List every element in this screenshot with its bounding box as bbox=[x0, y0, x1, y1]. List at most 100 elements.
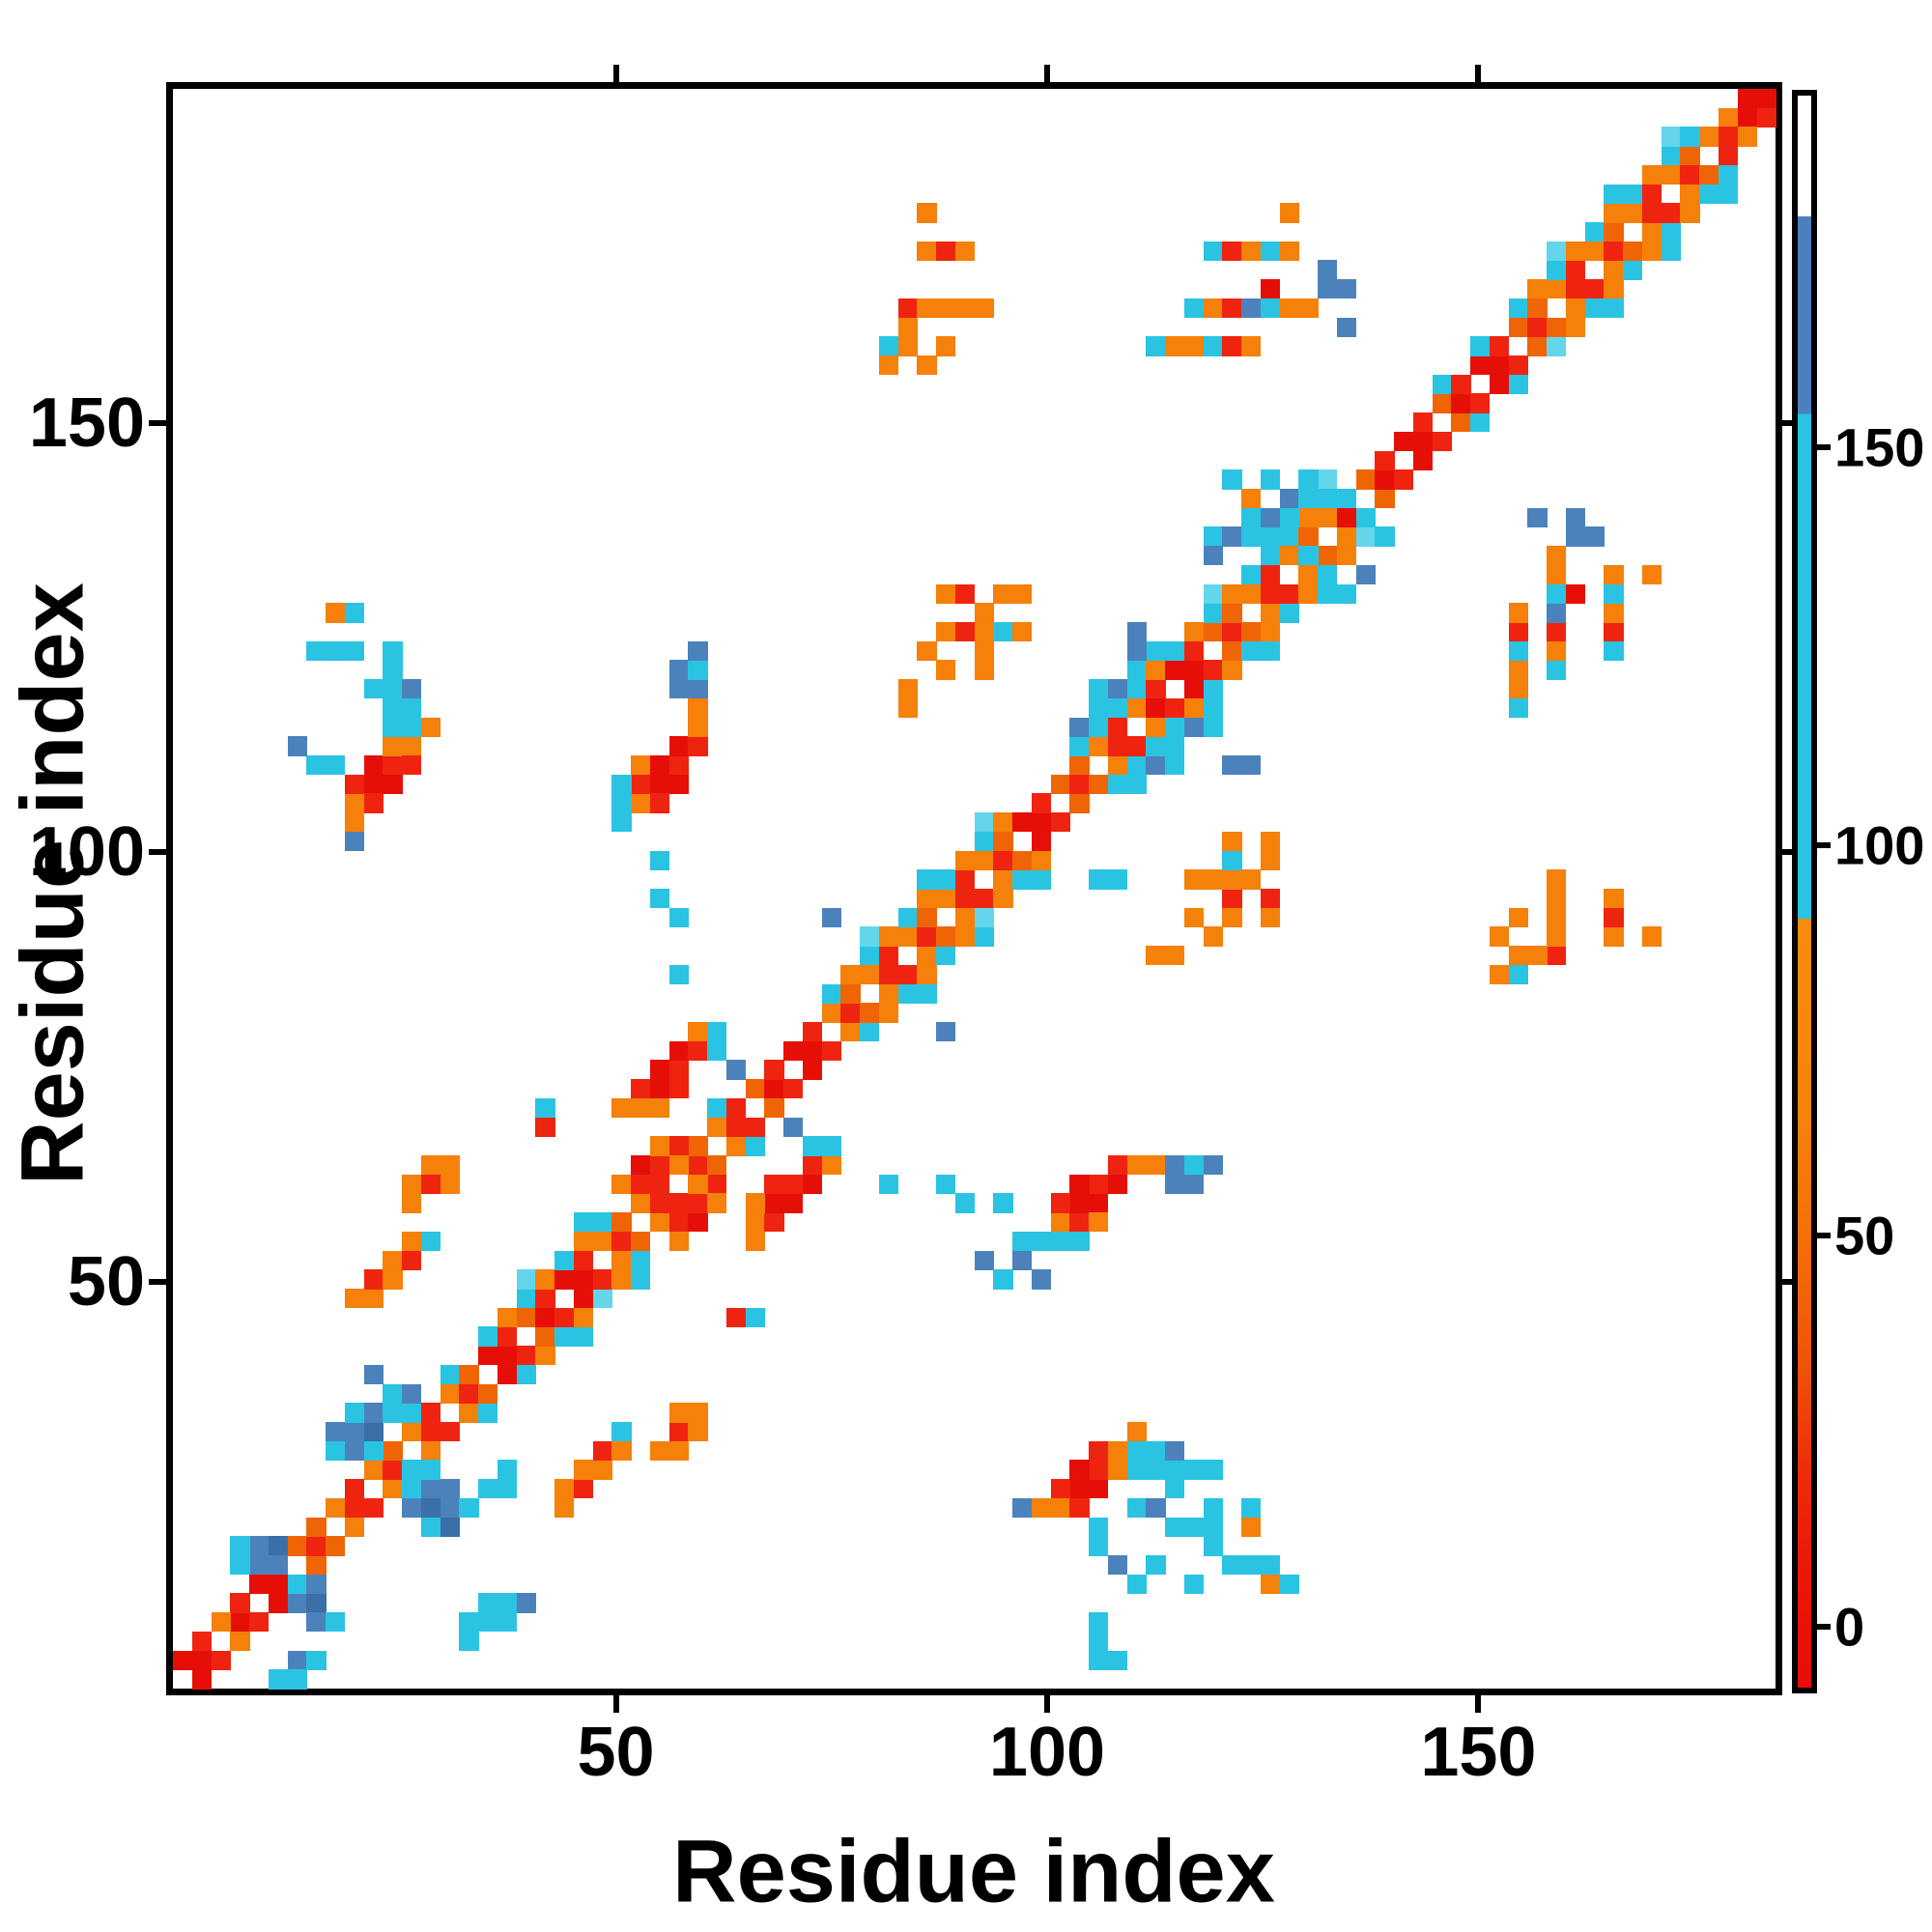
contact-cell bbox=[1508, 603, 1528, 623]
contact-cell bbox=[1604, 907, 1624, 928]
contact-cell bbox=[459, 1403, 479, 1423]
contact-cell bbox=[1012, 850, 1033, 870]
contact-cell bbox=[688, 1155, 708, 1176]
contact-cell bbox=[1069, 1460, 1090, 1480]
contact-cell bbox=[764, 1193, 784, 1213]
contact-cell bbox=[1126, 697, 1147, 719]
contact-cell bbox=[1183, 660, 1205, 680]
contact-cell bbox=[1451, 393, 1471, 413]
contact-cell bbox=[936, 926, 956, 947]
contact-cell bbox=[573, 1250, 594, 1270]
contact-cell bbox=[1183, 1155, 1205, 1176]
contact-cell bbox=[573, 1289, 594, 1309]
contact-cell bbox=[1527, 317, 1548, 337]
contact-cell bbox=[211, 1650, 231, 1670]
contact-cell bbox=[1412, 450, 1434, 470]
contact-cell bbox=[764, 1097, 784, 1119]
contact-cell bbox=[516, 1346, 536, 1366]
contact-cell bbox=[1089, 774, 1109, 795]
contact-cell bbox=[1375, 526, 1395, 547]
contact-cell bbox=[1451, 374, 1471, 395]
contact-cell bbox=[1298, 546, 1319, 566]
contact-cell bbox=[268, 1536, 289, 1556]
contact-cell bbox=[478, 1593, 498, 1613]
contact-cell bbox=[631, 1250, 651, 1270]
contact-cell bbox=[459, 1364, 479, 1385]
contact-cell bbox=[1641, 564, 1662, 585]
contact-cell bbox=[745, 1117, 765, 1137]
contact-cell bbox=[1203, 336, 1223, 356]
contact-cell bbox=[383, 1403, 403, 1423]
contact-cell bbox=[344, 603, 365, 623]
contact-cell bbox=[974, 640, 994, 662]
contact-cell bbox=[649, 1060, 670, 1080]
contact-cell bbox=[878, 336, 899, 356]
contact-map-plot bbox=[166, 82, 1782, 1695]
contact-cell bbox=[1203, 1155, 1223, 1176]
contact-cell bbox=[1298, 583, 1319, 604]
contact-cell bbox=[649, 1079, 670, 1099]
contact-cell bbox=[478, 1326, 498, 1347]
contact-cell bbox=[1641, 203, 1662, 223]
contact-cell bbox=[1279, 298, 1299, 319]
contact-cell bbox=[745, 1212, 765, 1233]
contact-cell bbox=[631, 1174, 651, 1195]
contact-cell bbox=[383, 1269, 403, 1290]
contact-cell bbox=[668, 1440, 689, 1462]
contact-cell bbox=[383, 1479, 403, 1499]
contact-cell bbox=[1107, 697, 1128, 719]
contact-cell bbox=[668, 1231, 689, 1252]
contact-cell bbox=[745, 1193, 765, 1213]
contact-cell bbox=[611, 1212, 632, 1233]
contact-cell bbox=[649, 755, 670, 776]
contact-cell bbox=[306, 1612, 327, 1633]
contact-cell bbox=[1107, 1155, 1128, 1176]
contact-cell bbox=[1604, 926, 1624, 947]
contact-cell bbox=[1031, 1231, 1052, 1252]
contact-cell bbox=[1165, 697, 1185, 719]
contact-cell bbox=[535, 1289, 555, 1309]
contact-cell bbox=[1126, 1460, 1147, 1480]
contact-cell bbox=[1260, 640, 1281, 662]
contact-cell bbox=[363, 1364, 384, 1385]
contact-cell bbox=[1489, 336, 1510, 356]
contact-cell bbox=[344, 1403, 365, 1423]
contact-cell bbox=[1107, 679, 1128, 699]
contact-cell bbox=[1394, 469, 1414, 490]
contact-cell bbox=[1680, 184, 1700, 204]
contact-cell bbox=[383, 1440, 403, 1462]
contact-cell bbox=[1641, 184, 1662, 204]
colorbar-tick-mark bbox=[1817, 1623, 1831, 1630]
contact-cell bbox=[1318, 469, 1338, 490]
contact-cell bbox=[1222, 1555, 1242, 1576]
contact-cell bbox=[821, 1136, 841, 1156]
contact-cell bbox=[936, 336, 956, 356]
contact-cell bbox=[974, 831, 994, 852]
contact-cell bbox=[688, 679, 708, 699]
contact-cell bbox=[420, 1460, 441, 1480]
tick-mark bbox=[1782, 1278, 1800, 1285]
contact-cell bbox=[1260, 241, 1281, 262]
contact-cell bbox=[954, 907, 976, 928]
colorbar-tick-mark bbox=[1817, 841, 1831, 848]
y-tick-label: 50 bbox=[67, 1242, 145, 1321]
contact-cell bbox=[649, 889, 670, 909]
contact-cell bbox=[1183, 697, 1205, 719]
contact-cell bbox=[993, 869, 1013, 890]
contact-cell bbox=[688, 1403, 708, 1423]
contact-cell bbox=[306, 1536, 327, 1556]
contact-cell bbox=[1203, 1536, 1223, 1556]
contact-cell bbox=[688, 1193, 708, 1213]
contact-cell bbox=[1165, 640, 1185, 662]
contact-cell bbox=[1069, 1497, 1090, 1519]
contact-cell bbox=[440, 1174, 460, 1195]
contact-cell bbox=[878, 983, 899, 1004]
contact-cell bbox=[440, 1383, 460, 1404]
contact-cell bbox=[1241, 336, 1262, 356]
contact-cell bbox=[783, 1079, 804, 1099]
contact-cell bbox=[383, 717, 403, 737]
contact-cell bbox=[649, 1174, 670, 1195]
contact-cell bbox=[1165, 717, 1185, 737]
contact-cell bbox=[1508, 355, 1528, 376]
contact-cell bbox=[554, 1250, 575, 1270]
